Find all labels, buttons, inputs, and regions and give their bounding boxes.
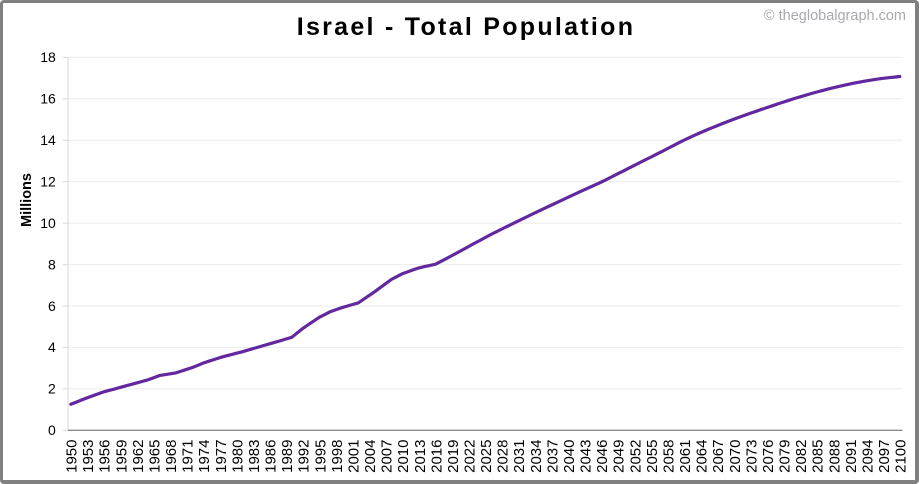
svg-text:2067: 2067: [710, 440, 727, 473]
svg-text:18: 18: [40, 49, 56, 65]
svg-text:6: 6: [48, 298, 56, 314]
svg-text:2013: 2013: [412, 440, 429, 473]
svg-text:2031: 2031: [511, 440, 528, 473]
svg-text:2022: 2022: [462, 440, 479, 473]
svg-text:1965: 1965: [147, 440, 164, 473]
svg-text:2100: 2100: [893, 440, 910, 473]
svg-text:1953: 1953: [80, 440, 97, 473]
svg-text:2037: 2037: [544, 440, 561, 473]
svg-text:4: 4: [48, 339, 56, 355]
svg-text:2070: 2070: [727, 440, 744, 473]
svg-text:2040: 2040: [561, 440, 578, 473]
svg-text:1983: 1983: [246, 440, 263, 473]
svg-text:2076: 2076: [760, 440, 777, 473]
svg-text:2064: 2064: [694, 440, 711, 473]
svg-text:1971: 1971: [180, 440, 197, 473]
svg-text:2061: 2061: [677, 440, 694, 473]
svg-text:2088: 2088: [826, 440, 843, 473]
svg-text:2046: 2046: [594, 440, 611, 473]
svg-text:2001: 2001: [345, 440, 362, 473]
svg-text:16: 16: [40, 91, 56, 107]
svg-text:1950: 1950: [64, 440, 81, 473]
svg-text:2049: 2049: [611, 440, 628, 473]
svg-text:2094: 2094: [859, 440, 876, 473]
svg-text:2085: 2085: [810, 440, 827, 473]
svg-text:1962: 1962: [130, 440, 147, 473]
svg-text:2007: 2007: [379, 440, 396, 473]
svg-text:2043: 2043: [578, 440, 595, 473]
svg-text:2073: 2073: [743, 440, 760, 473]
svg-text:1956: 1956: [97, 440, 114, 473]
svg-text:0: 0: [48, 422, 56, 438]
svg-text:2082: 2082: [793, 440, 810, 473]
svg-text:2055: 2055: [644, 440, 661, 473]
svg-text:1995: 1995: [312, 440, 329, 473]
svg-text:2028: 2028: [495, 440, 512, 473]
svg-text:2034: 2034: [528, 440, 545, 473]
svg-text:2019: 2019: [445, 440, 462, 473]
svg-text:1992: 1992: [296, 440, 313, 473]
svg-text:12: 12: [40, 174, 56, 190]
svg-text:10: 10: [40, 215, 56, 231]
svg-text:2091: 2091: [843, 440, 860, 473]
svg-text:2052: 2052: [627, 440, 644, 473]
svg-text:1980: 1980: [229, 440, 246, 473]
svg-text:2097: 2097: [876, 440, 893, 473]
svg-text:8: 8: [48, 256, 56, 272]
svg-text:1977: 1977: [213, 440, 230, 473]
svg-text:1986: 1986: [263, 440, 280, 473]
svg-text:1998: 1998: [329, 440, 346, 473]
svg-text:2058: 2058: [661, 440, 678, 473]
svg-text:2016: 2016: [428, 440, 445, 473]
svg-text:2004: 2004: [362, 440, 379, 473]
svg-text:2: 2: [48, 381, 56, 397]
svg-text:2025: 2025: [478, 440, 495, 473]
svg-text:2079: 2079: [777, 440, 794, 473]
svg-text:1959: 1959: [113, 440, 130, 473]
svg-text:1974: 1974: [196, 440, 213, 473]
svg-text:1989: 1989: [279, 440, 296, 473]
svg-text:2010: 2010: [395, 440, 412, 473]
svg-text:1968: 1968: [163, 440, 180, 473]
svg-text:14: 14: [40, 132, 56, 148]
